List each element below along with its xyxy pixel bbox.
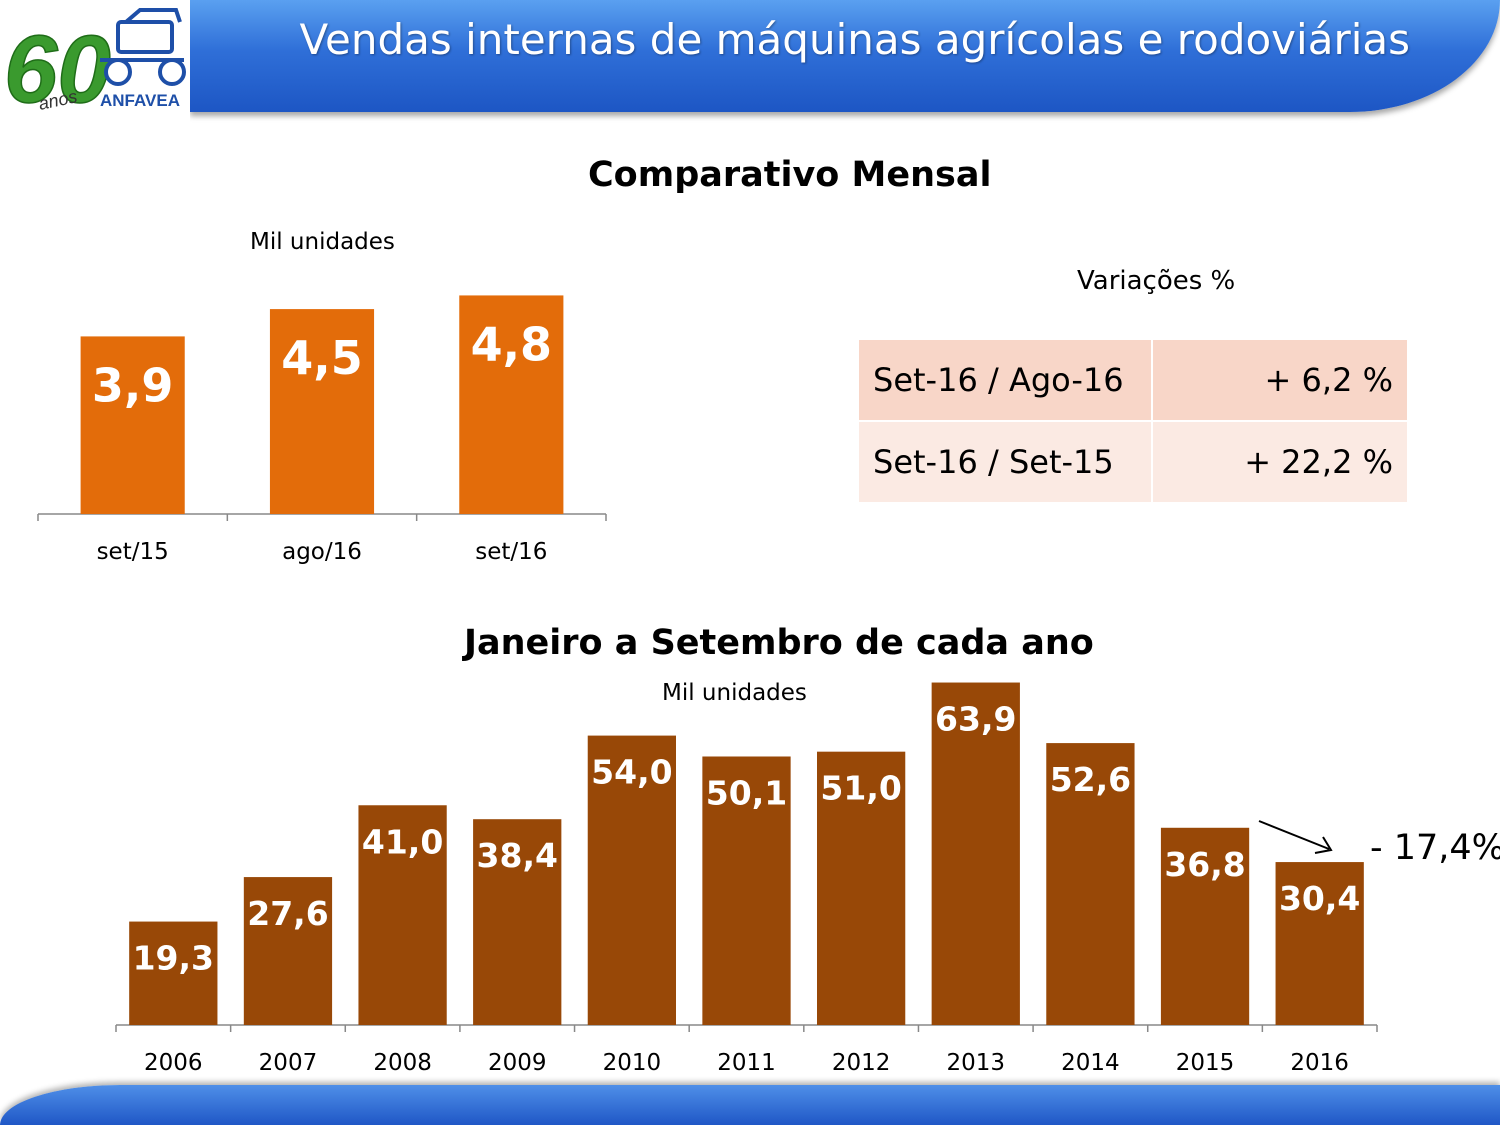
variation-value: + 22,2 %	[1151, 420, 1409, 504]
logo-number: 60	[4, 16, 111, 123]
page-title: Vendas internas de máquinas agrícolas e …	[299, 15, 1410, 64]
bar	[1046, 743, 1135, 1025]
table-row: Set-16 / Set-15 + 22,2 %	[857, 420, 1409, 504]
x-tick-label: 2012	[832, 1050, 891, 1076]
variation-label: Set-16 / Ago-16	[857, 338, 1153, 422]
bar	[587, 735, 676, 1025]
yearly-unit-label: Mil unidades	[662, 680, 807, 706]
variations-table: Set-16 / Ago-16 + 6,2 % Set-16 / Set-15 …	[857, 338, 1409, 504]
data-label: 27,6	[247, 894, 328, 933]
x-tick-label: set/15	[97, 539, 169, 565]
bar	[702, 756, 791, 1025]
bar	[473, 819, 562, 1025]
x-tick-label: 2013	[946, 1050, 1005, 1076]
yearly-annotation: - 17,4%	[1370, 828, 1500, 868]
bar	[269, 309, 375, 514]
yearly-title: Janeiro a Setembro de cada ano	[464, 623, 1094, 663]
bar	[129, 921, 218, 1025]
monthly-unit-label: Mil unidades	[250, 229, 395, 255]
table-row: Set-16 / Ago-16 + 6,2 %	[857, 338, 1409, 422]
data-label: 4,5	[281, 331, 363, 385]
yearly-bar-chart: 19,3 2006 27,6 2007 41,0 2008 38,4 2009 54,0 2010…	[115, 682, 1378, 1076]
bar	[817, 751, 906, 1025]
data-label: 3,9	[92, 358, 174, 412]
variation-label: Set-16 / Set-15	[857, 420, 1153, 504]
x-tick-label: 2010	[603, 1050, 662, 1076]
data-label: 63,9	[935, 700, 1016, 739]
x-tick-label: 2007	[259, 1050, 318, 1076]
anfavea-logo: 60 anos ANFAVEA	[0, 0, 190, 124]
data-label: 38,4	[477, 836, 558, 875]
x-tick-label: 2016	[1290, 1050, 1349, 1076]
data-label: 51,0	[820, 769, 901, 808]
variation-value: + 6,2 %	[1151, 338, 1409, 422]
tractor-icon	[100, 8, 186, 86]
data-label: 41,0	[362, 822, 443, 861]
x-tick-label: 2011	[717, 1050, 776, 1076]
data-label: 4,8	[471, 317, 553, 371]
data-label: 19,3	[133, 939, 214, 978]
bar	[459, 295, 564, 514]
data-label: 54,0	[591, 753, 672, 792]
x-tick-label: 2008	[373, 1050, 432, 1076]
x-tick-label: 2014	[1061, 1050, 1120, 1076]
x-tick-label: 2009	[488, 1050, 547, 1076]
data-label: 36,8	[1164, 845, 1245, 884]
x-tick-label: ago/16	[282, 539, 362, 565]
bar	[243, 877, 333, 1025]
data-label: 50,1	[706, 773, 787, 812]
monthly-title: Comparativo Mensal	[588, 155, 992, 195]
x-tick-label: 2015	[1176, 1050, 1235, 1076]
logo-brand: ANFAVEA	[100, 91, 180, 110]
bar	[1275, 862, 1364, 1025]
x-tick-label: set/16	[475, 539, 547, 565]
footer-band	[0, 1085, 1500, 1125]
bar	[80, 336, 185, 514]
decline-arrow-icon	[1258, 820, 1333, 854]
data-label: 30,4	[1279, 879, 1360, 918]
x-tick-label: 2006	[144, 1050, 203, 1076]
variations-title: Variações %	[1077, 266, 1236, 296]
header-band	[190, 0, 1500, 112]
bar	[1160, 827, 1250, 1025]
data-label: 52,6	[1050, 760, 1131, 799]
monthly-bar-chart: 3,9 set/15 4,5 ago/16 4,8 set/16	[37, 295, 607, 565]
bar	[358, 805, 447, 1025]
bar	[931, 682, 1020, 1025]
